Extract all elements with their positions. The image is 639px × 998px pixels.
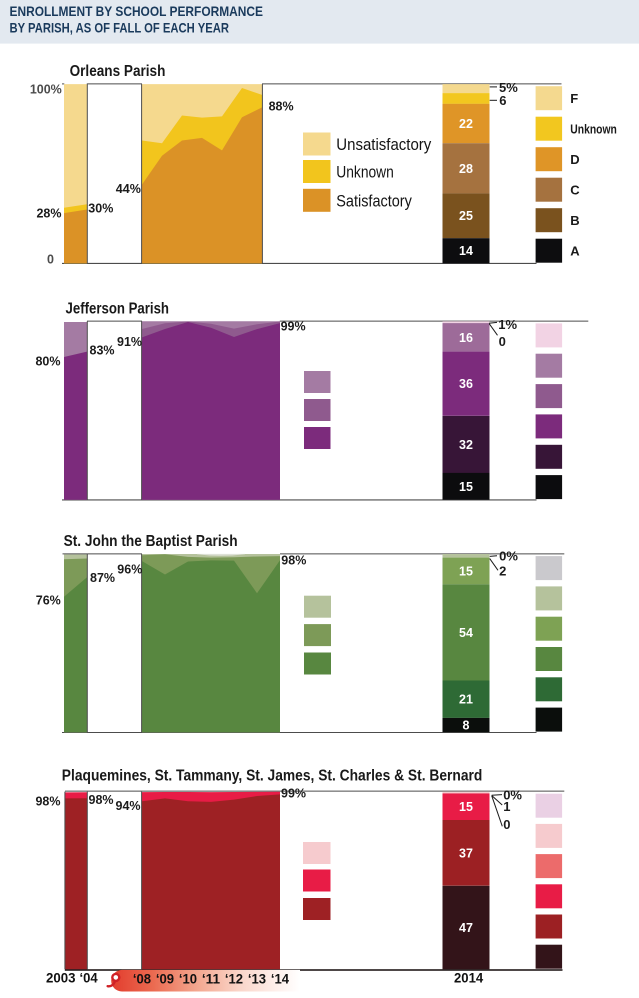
- svg-text:Satisfactory: Satisfactory: [336, 191, 412, 210]
- svg-text:100%: 100%: [30, 83, 62, 97]
- svg-text:88%: 88%: [269, 100, 294, 114]
- svg-text:Unsatisfactory: Unsatisfactory: [336, 135, 431, 154]
- svg-text:‘13: ‘13: [248, 972, 267, 987]
- svg-text:15: 15: [459, 564, 473, 578]
- svg-text:80%: 80%: [35, 355, 60, 369]
- svg-text:A: A: [570, 243, 580, 258]
- svg-text:22: 22: [459, 117, 473, 131]
- svg-text:91%: 91%: [117, 335, 142, 349]
- svg-text:87%: 87%: [90, 571, 115, 585]
- svg-text:76%: 76%: [36, 593, 61, 607]
- svg-text:44%: 44%: [116, 182, 141, 196]
- svg-text:St. John the Baptist Parish: St. John the Baptist Parish: [64, 533, 238, 550]
- svg-text:0: 0: [47, 253, 54, 267]
- svg-text:0%: 0%: [503, 787, 522, 802]
- svg-text:28%: 28%: [36, 207, 61, 221]
- svg-text:B: B: [570, 213, 579, 228]
- svg-text:30%: 30%: [88, 202, 113, 216]
- svg-text:5%: 5%: [499, 80, 518, 95]
- svg-text:Plaquemines, St. Tammany, St.: Plaquemines, St. Tammany, St. James, St.…: [62, 767, 483, 784]
- svg-text:16: 16: [459, 331, 473, 345]
- svg-text:96%: 96%: [117, 562, 142, 576]
- svg-text:0: 0: [503, 817, 510, 832]
- svg-text:28: 28: [459, 162, 473, 176]
- svg-text:21: 21: [459, 693, 473, 707]
- svg-text:C: C: [570, 182, 580, 197]
- svg-text:15: 15: [459, 800, 473, 814]
- svg-text:36: 36: [459, 377, 473, 391]
- svg-text:Orleans Parish: Orleans Parish: [70, 63, 166, 80]
- svg-text:83%: 83%: [90, 344, 115, 358]
- svg-text:32: 32: [459, 438, 473, 452]
- svg-text:1: 1: [503, 799, 510, 814]
- svg-text:1%: 1%: [498, 317, 517, 332]
- svg-text:98%: 98%: [281, 554, 306, 568]
- svg-text:D: D: [570, 152, 579, 167]
- svg-text:‘14: ‘14: [271, 972, 290, 987]
- svg-text:Jefferson Parish: Jefferson Parish: [66, 300, 170, 317]
- svg-text:‘08: ‘08: [133, 972, 152, 987]
- svg-text:94%: 94%: [116, 799, 141, 813]
- svg-text:Unknown: Unknown: [570, 121, 617, 136]
- svg-text:25: 25: [459, 209, 473, 223]
- svg-text:2014: 2014: [454, 970, 484, 985]
- svg-text:37: 37: [459, 846, 473, 860]
- svg-text:‘11: ‘11: [202, 972, 221, 987]
- svg-text:47: 47: [459, 921, 473, 935]
- svg-text:99%: 99%: [281, 786, 306, 800]
- svg-text:8: 8: [463, 719, 470, 733]
- svg-text:99%: 99%: [281, 320, 306, 334]
- svg-text:F: F: [570, 91, 578, 106]
- svg-text:0%: 0%: [499, 548, 518, 563]
- svg-text:‘04: ‘04: [80, 970, 99, 985]
- svg-text:‘12: ‘12: [225, 972, 243, 987]
- svg-text:6: 6: [499, 93, 506, 108]
- svg-text:98%: 98%: [35, 795, 60, 809]
- svg-text:14: 14: [459, 244, 473, 258]
- svg-text:15: 15: [459, 480, 473, 494]
- svg-text:2: 2: [499, 564, 506, 579]
- svg-text:ENROLLMENT BY SCHOOL PERFORMAN: ENROLLMENT BY SCHOOL PERFORMANCE: [10, 3, 264, 19]
- svg-text:98%: 98%: [89, 793, 114, 807]
- svg-text:54: 54: [459, 626, 473, 640]
- svg-text:‘09: ‘09: [156, 972, 174, 987]
- svg-text:‘10: ‘10: [179, 972, 197, 987]
- svg-text:0: 0: [499, 334, 506, 349]
- svg-text:BY PARISH, AS OF FALL OF EACH: BY PARISH, AS OF FALL OF EACH YEAR: [10, 19, 230, 35]
- svg-text:2003: 2003: [46, 970, 76, 985]
- svg-text:Unknown: Unknown: [336, 163, 394, 182]
